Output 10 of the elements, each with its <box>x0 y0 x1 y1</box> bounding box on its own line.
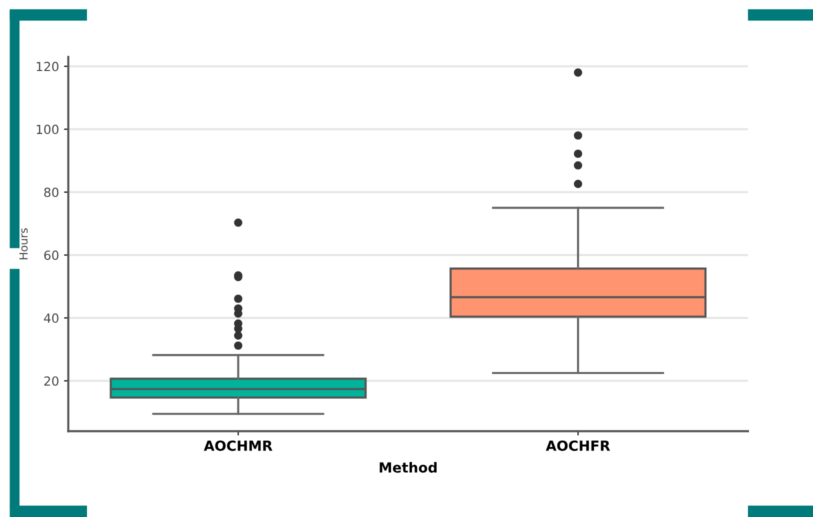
y-tick-label: 120 <box>36 62 58 72</box>
y-tick-label: 20 <box>44 376 58 386</box>
y-tick-label: 40 <box>44 313 58 323</box>
x-axis-title: Method <box>380 462 437 473</box>
y-tick-label: 60 <box>44 250 58 260</box>
y-tick-label: 80 <box>44 188 58 198</box>
y-tick-label: 100 <box>36 124 58 134</box>
y-axis-title: Hours <box>19 228 28 260</box>
x-tick-label: AOCHMR <box>204 440 272 451</box>
x-tick-label: AOCHFR <box>546 440 610 451</box>
